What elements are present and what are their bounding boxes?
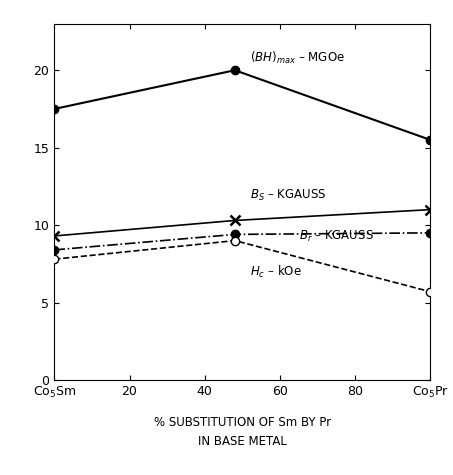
Text: $(BH)_{max}$ – MGOe: $(BH)_{max}$ – MGOe: [250, 49, 345, 66]
Text: $B_S$ – KGAUSS: $B_S$ – KGAUSS: [250, 188, 327, 203]
Text: $B_r$ – KGAUSS: $B_r$ – KGAUSS: [299, 229, 374, 244]
Text: % SUBSTITUTION OF Sm BY Pr: % SUBSTITUTION OF Sm BY Pr: [154, 416, 331, 428]
Text: IN BASE METAL: IN BASE METAL: [198, 435, 287, 448]
Text: $H_c$ – kOe: $H_c$ – kOe: [250, 264, 302, 280]
